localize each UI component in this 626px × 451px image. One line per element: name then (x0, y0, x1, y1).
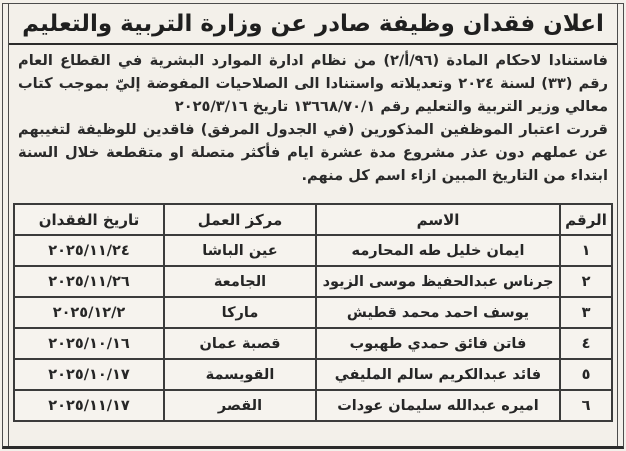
row-number: ٦ (559, 389, 613, 422)
col-header-number: الرقم (559, 203, 613, 236)
loss-date: ٢٠٢٥/١٠/١٦ (13, 327, 165, 360)
table-header-row: الرقم الاسم مركز العمل تاريخ الفقدان (13, 203, 613, 236)
work-center: القويسمة (163, 358, 317, 391)
clipping-inner-frame: اعلان فقدان وظيفة صادر عن وزارة التربية … (8, 4, 618, 446)
employee-name: فاتن فائق حمدي طهبوب (315, 327, 561, 360)
col-header-workplace: مركز العمل (163, 203, 317, 236)
work-center: القصر (163, 389, 317, 422)
row-number: ٤ (559, 327, 613, 360)
work-center: الجامعة (163, 265, 317, 298)
loss-date: ٢٠٢٥/١٠/١٧ (13, 358, 165, 391)
table-row: ١ ايمان خليل طه المحارمه عين الباشا ٢٠٢٥… (13, 234, 613, 267)
loss-date: ٢٠٢٥/١١/١٧ (13, 389, 165, 422)
work-center: ماركا (163, 296, 317, 329)
table-row: ٤ فاتن فائق حمدي طهبوب قصبة عمان ٢٠٢٥/١٠… (13, 327, 613, 360)
employee-name: ايمان خليل طه المحارمه (315, 234, 561, 267)
col-header-loss-date: تاريخ الفقدان (13, 203, 165, 236)
row-number: ٥ (559, 358, 613, 391)
title-box: اعلان فقدان وظيفة صادر عن وزارة التربية … (9, 4, 617, 45)
table-row: ٣ يوسف احمد محمد قطيش ماركا ٢٠٢٥/١٢/٢ (13, 296, 613, 329)
body-paragraph-decision: قررت اعتبار الموظفين المذكورين (في الجدو… (18, 121, 608, 184)
announcement-body: فاستنادا لاحكام المادة (٩٦/أ/٢) من نظام … (9, 45, 617, 203)
job-loss-table: الرقم الاسم مركز العمل تاريخ الفقدان ١ ا… (13, 203, 613, 422)
clipping-outer-frame: اعلان فقدان وظيفة صادر عن وزارة التربية … (2, 3, 624, 449)
loss-date: ٢٠٢٥/١٢/٢ (13, 296, 165, 329)
employee-name: يوسف احمد محمد قطيش (315, 296, 561, 329)
announcement-title: اعلان فقدان وظيفة صادر عن وزارة التربية … (22, 10, 604, 37)
work-center: عين الباشا (163, 234, 317, 267)
loss-date: ٢٠٢٥/١١/٢٦ (13, 265, 165, 298)
body-paragraph-legal-basis: فاستنادا لاحكام المادة (٩٦/أ/٢) من نظام … (18, 52, 608, 115)
loss-date: ٢٠٢٥/١١/٢٤ (13, 234, 165, 267)
col-header-name: الاسم (315, 203, 561, 236)
employee-name: فائد عبدالكريم سالم المليفي (315, 358, 561, 391)
row-number: ٣ (559, 296, 613, 329)
employee-name: اميره عبدالله سليمان عودات (315, 389, 561, 422)
table-row: ٢ جرناس عبدالحفيظ موسى الزيود الجامعة ٢٠… (13, 265, 613, 298)
table-row: ٥ فائد عبدالكريم سالم المليفي القويسمة ٢… (13, 358, 613, 391)
row-number: ٢ (559, 265, 613, 298)
row-number: ١ (559, 234, 613, 267)
employee-name: جرناس عبدالحفيظ موسى الزيود (315, 265, 561, 298)
table-row: ٦ اميره عبدالله سليمان عودات القصر ٢٠٢٥/… (13, 389, 613, 422)
work-center: قصبة عمان (163, 327, 317, 360)
